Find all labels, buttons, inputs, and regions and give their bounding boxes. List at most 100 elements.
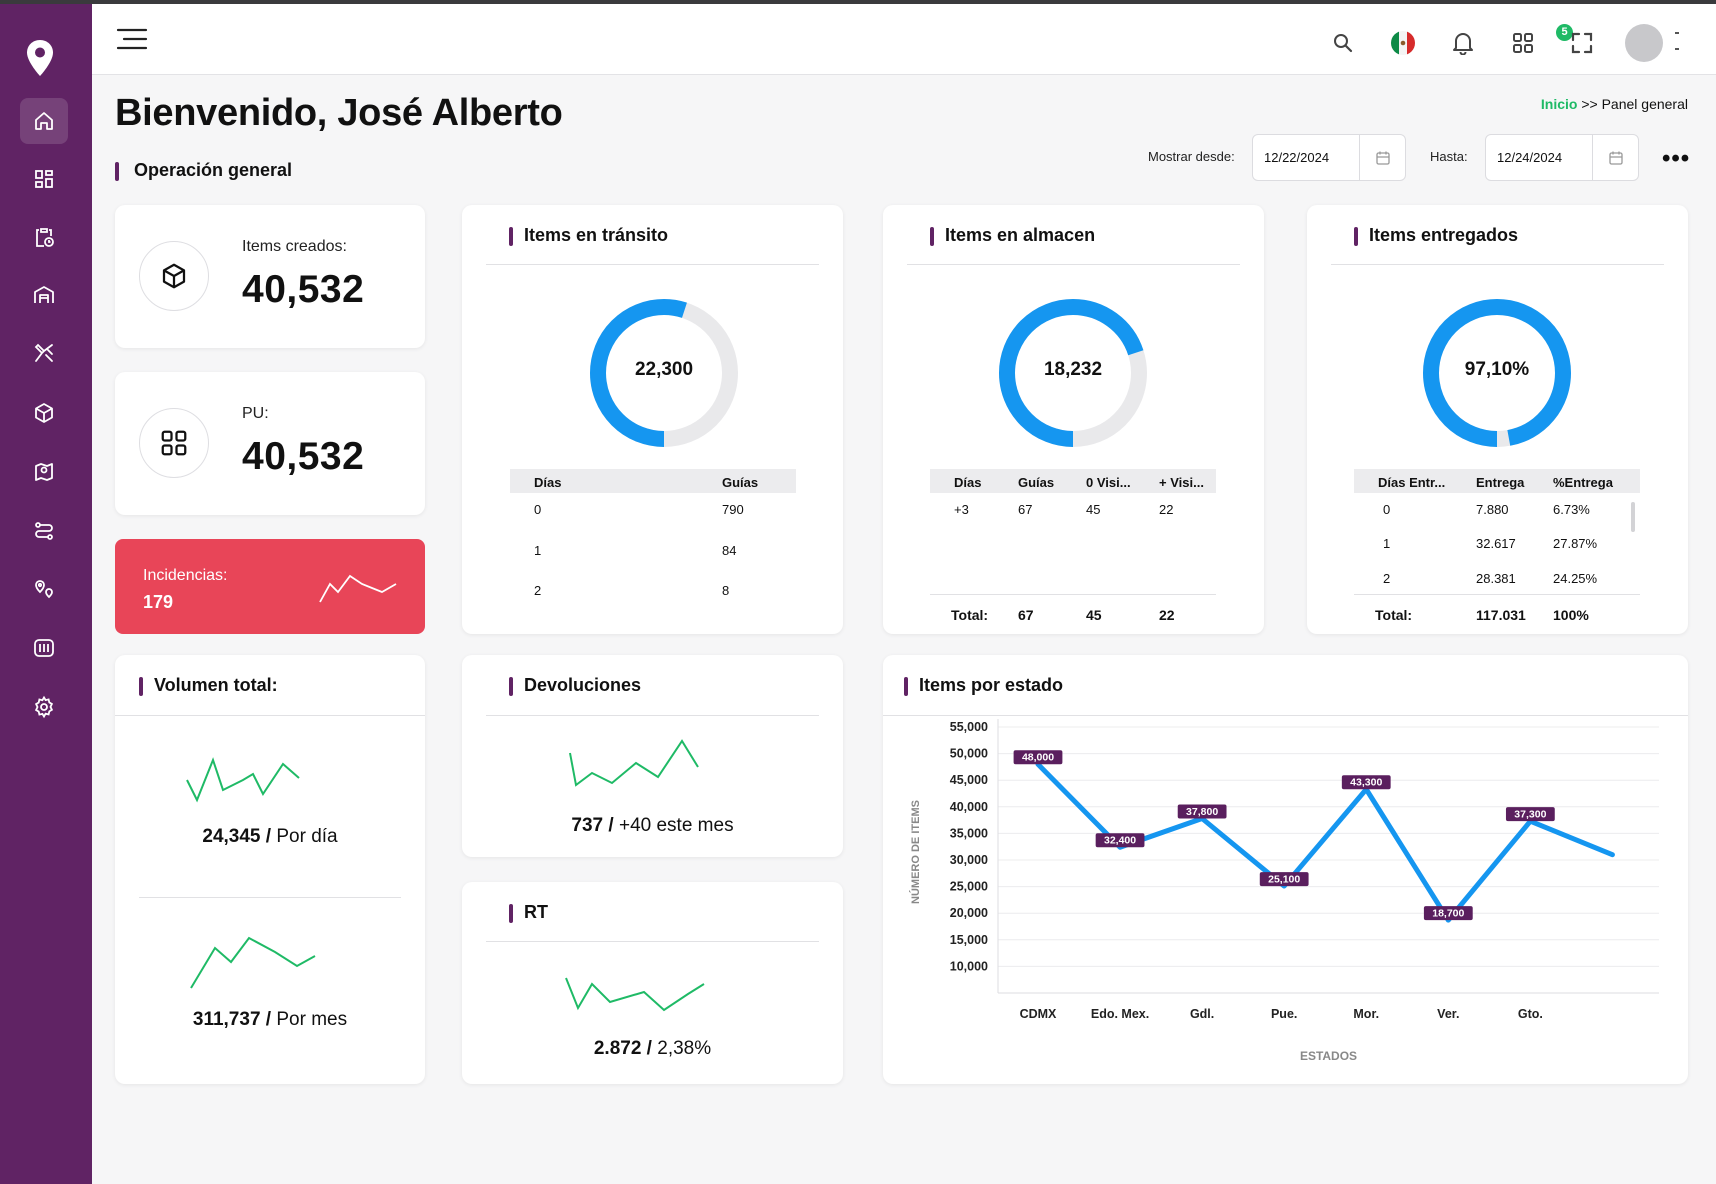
sidebar-item-packages[interactable] xyxy=(20,390,68,436)
pu-value: 40,532 xyxy=(242,435,365,478)
transit-donut xyxy=(590,299,738,447)
x-tick-label: Gto. xyxy=(1518,1007,1543,1021)
column-header: + Visi... xyxy=(1159,475,1204,490)
sidebar-item-delivery[interactable] xyxy=(20,330,68,376)
data-label-box xyxy=(1259,872,1309,887)
data-label: 43,300 xyxy=(1350,777,1382,789)
divider xyxy=(486,715,819,716)
cell: 27.87% xyxy=(1553,536,1598,551)
route-icon xyxy=(35,522,53,540)
items-created-card: Items creados: 40,532 xyxy=(115,205,425,348)
cell: 67 xyxy=(1018,607,1034,623)
map-pin-logo-icon[interactable] xyxy=(24,38,64,82)
returns-title: Devoluciones xyxy=(509,675,641,696)
rt-sparkline xyxy=(565,977,705,1012)
more-options-button[interactable]: ••• xyxy=(1662,145,1691,172)
y-tick-label: 25,000 xyxy=(950,880,988,894)
cell: 2 xyxy=(534,583,542,598)
gear-icon xyxy=(34,695,54,719)
cell: 45 xyxy=(1086,502,1101,517)
bell-icon[interactable] xyxy=(1450,30,1476,56)
cell: 7.880 xyxy=(1476,502,1509,517)
x-tick-label: Mor. xyxy=(1353,1007,1379,1021)
apps-grid-icon[interactable] xyxy=(1510,30,1536,56)
sidebar-item-locations[interactable] xyxy=(20,567,68,613)
cell: 24.25% xyxy=(1553,571,1598,586)
column-header: %Entrega xyxy=(1553,475,1613,490)
fullscreen-icon[interactable] xyxy=(1569,30,1595,56)
daily-volume-value: 24,345 / xyxy=(202,826,272,847)
x-tick-label: Edo. Mex. xyxy=(1091,1007,1149,1021)
sidebar-item-warehouse[interactable] xyxy=(20,272,68,318)
section-title: Operación general xyxy=(115,160,292,181)
x-tick-label: Ver. xyxy=(1437,1007,1459,1021)
sidebar-item-dashboard[interactable] xyxy=(20,156,68,202)
cell: Total: xyxy=(1375,607,1413,623)
data-label: 32,400 xyxy=(1104,835,1136,847)
chart-title: Items por estado xyxy=(904,675,1063,696)
monthly-volume-text: 311,737 / Por mes xyxy=(115,1009,425,1031)
y-tick-label: 15,000 xyxy=(950,933,988,947)
sidebar-item-routes[interactable] xyxy=(20,508,68,554)
date-from-label: Mostrar desde: xyxy=(1148,149,1235,164)
y-tick-label: 10,000 xyxy=(950,959,988,973)
volume-card: Volumen total: 24,345 / Por día 311,737 … xyxy=(115,655,425,1084)
date-from-value[interactable]: 12/22/2024 xyxy=(1264,150,1330,165)
window-top-strip xyxy=(0,0,1716,4)
sidebar-item-map[interactable] xyxy=(20,449,68,495)
sidebar xyxy=(0,4,92,1184)
divider xyxy=(486,264,819,265)
line-chart: 55,000 50,000 45,000 40,000 35,000 30,000 25,0… xyxy=(909,719,1659,1063)
items-by-state-card: Items por estado 55,000 50,000 45,000 40,00… xyxy=(883,655,1688,1084)
sidebar-item-orders[interactable] xyxy=(20,214,68,260)
warehouse-table-header: Días Guías 0 Visi... + Visi... xyxy=(930,469,1216,493)
data-label: 48,000 xyxy=(1022,752,1054,764)
y-axis-title: NÚMERO DE ITEMS xyxy=(909,800,922,904)
divider xyxy=(1331,264,1664,265)
calendar-icon[interactable] xyxy=(1359,135,1405,180)
column-header: Días Entr... xyxy=(1378,475,1446,490)
avatar[interactable] xyxy=(1625,24,1663,62)
warehouse-icon xyxy=(34,286,54,303)
cell: 67 xyxy=(1018,502,1033,517)
warehouse-title: Items en almacen xyxy=(930,225,1095,246)
returns-value: 737 / xyxy=(571,815,614,836)
more-vertical-icon[interactable] xyxy=(1674,30,1680,54)
cell: 790 xyxy=(722,502,744,517)
daily-volume-text: 24,345 / Por día xyxy=(115,826,425,848)
clipboard-clock-icon xyxy=(36,228,54,247)
delivered-card: Items entregados 97,10% Días Entr... Ent… xyxy=(1307,205,1688,634)
date-to-field[interactable]: 12/24/2024 xyxy=(1485,134,1639,181)
y-tick-label: 40,000 xyxy=(950,800,988,814)
daily-volume-label: Por día xyxy=(276,826,338,847)
breadcrumb: Inicio >> Panel general xyxy=(1541,96,1688,112)
calendar-icon[interactable] xyxy=(1592,135,1638,180)
returns-text: 737 / +40 este mes xyxy=(462,815,843,837)
returns-sparkline xyxy=(569,739,699,787)
search-icon[interactable] xyxy=(1330,30,1356,56)
sidebar-item-scanner[interactable] xyxy=(20,625,68,671)
date-to-value[interactable]: 12/24/2024 xyxy=(1497,150,1563,165)
table-scrollbar[interactable] xyxy=(1631,502,1635,532)
cell: 117.031 xyxy=(1476,607,1526,623)
breadcrumb-home-link[interactable]: Inicio xyxy=(1540,96,1578,112)
date-from-field[interactable]: 12/22/2024 xyxy=(1252,134,1406,181)
cell: 28.381 xyxy=(1476,571,1516,586)
incidents-card[interactable]: Incidencias: 179 xyxy=(115,539,425,634)
sidebar-item-settings[interactable] xyxy=(20,684,68,730)
delivered-donut-value: 97,10% xyxy=(1464,359,1530,380)
barcode-icon xyxy=(34,639,54,657)
map-pin-icon xyxy=(35,463,53,481)
data-label: 37,800 xyxy=(1186,806,1218,818)
data-label-box xyxy=(1341,775,1391,790)
sidebar-item-home[interactable] xyxy=(20,98,68,144)
monthly-volume-label: Por mes xyxy=(276,1009,348,1030)
cell: 45 xyxy=(1086,607,1102,623)
menu-toggle-icon[interactable] xyxy=(116,28,148,50)
location-pins-icon xyxy=(35,580,53,599)
transit-title: Items en tránsito xyxy=(509,225,668,246)
flag-mexico-icon[interactable] xyxy=(1390,30,1416,56)
divider xyxy=(139,897,401,898)
cell: 6.73% xyxy=(1553,502,1590,517)
divider xyxy=(930,594,1216,595)
